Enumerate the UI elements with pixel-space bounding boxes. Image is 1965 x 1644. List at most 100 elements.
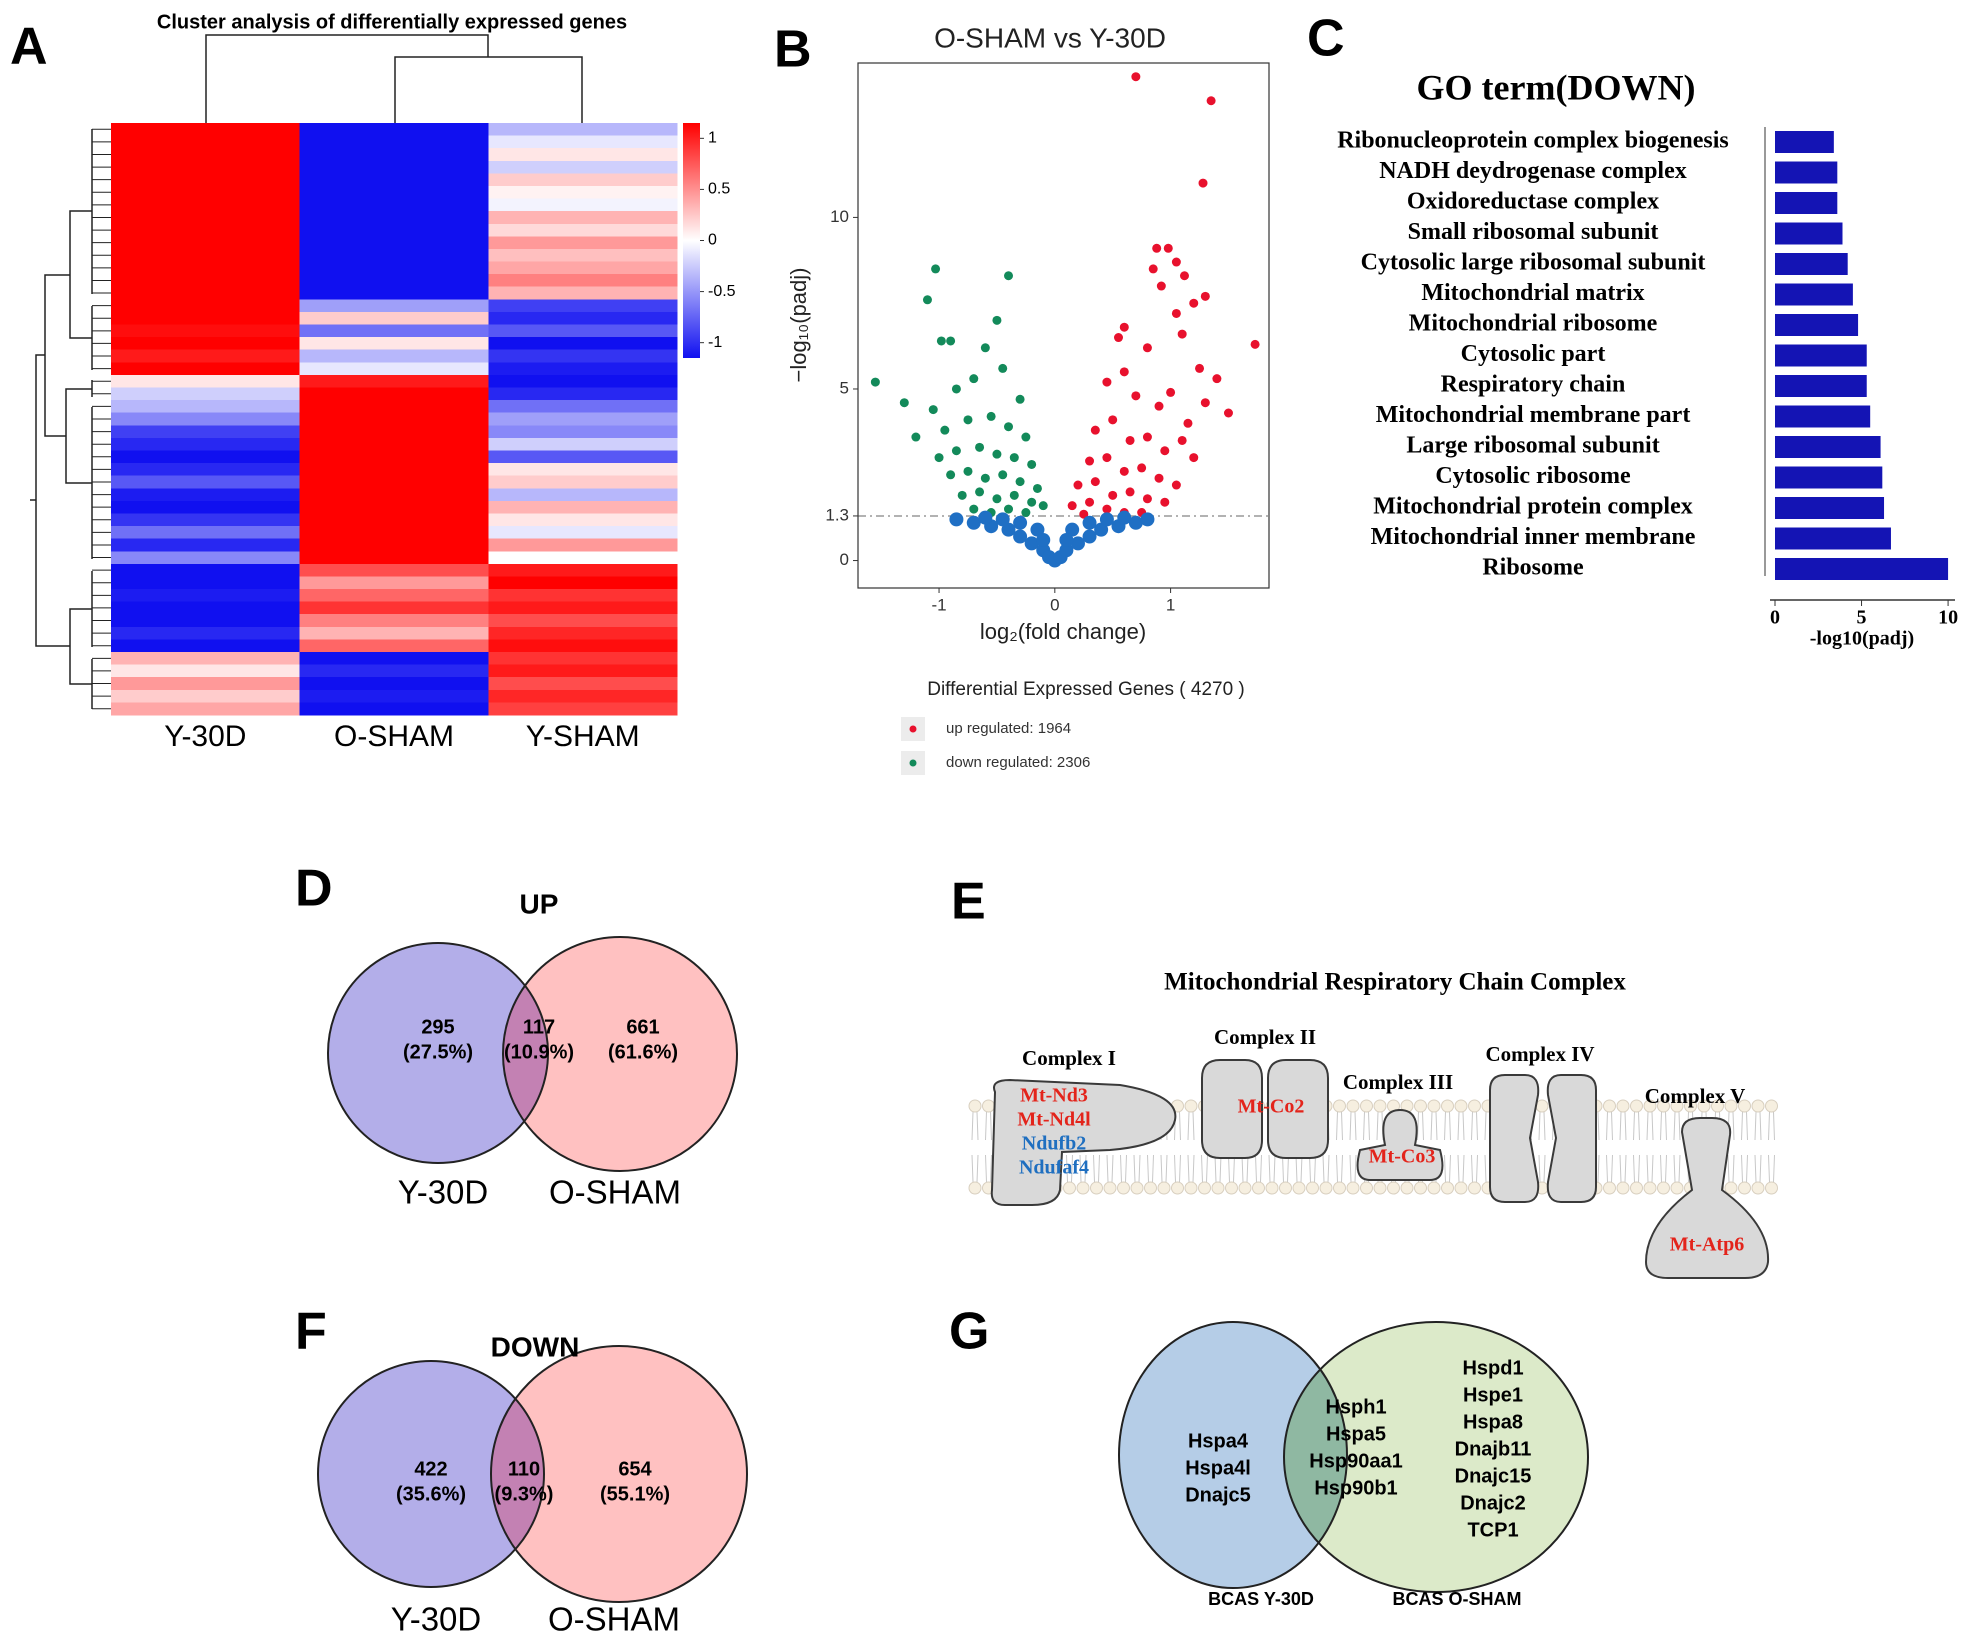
heatmap-cell xyxy=(111,349,301,363)
x-tick-label: 1 xyxy=(1166,595,1175,614)
scatter-point xyxy=(1102,377,1112,387)
lipid-head xyxy=(1292,1181,1306,1195)
scatter-point xyxy=(957,490,967,500)
heatmap-cell xyxy=(111,211,301,225)
heatmap-cell xyxy=(299,576,489,590)
scatter-point xyxy=(1137,463,1147,473)
scatter-point xyxy=(1154,401,1164,411)
gene-label: Mt-Co3 xyxy=(1369,1146,1436,1168)
heatmap-cell xyxy=(488,123,678,137)
scatter-point xyxy=(1021,508,1031,518)
heatmap-cell xyxy=(488,362,678,376)
scatter-point xyxy=(899,398,909,408)
bar xyxy=(1775,497,1885,519)
scatter-point xyxy=(1128,515,1143,530)
lipid-head xyxy=(1616,1099,1630,1113)
heatmap-cell xyxy=(111,198,301,212)
scatter-point xyxy=(1009,490,1019,500)
heatmap-cell xyxy=(488,563,678,577)
complex-label: Complex IV xyxy=(1485,1042,1594,1066)
lipid-head xyxy=(1184,1181,1198,1195)
lipid-head xyxy=(1144,1181,1157,1195)
heatmap-cell xyxy=(111,475,301,489)
heatmap-cell xyxy=(111,135,301,149)
lipid-head xyxy=(1643,1181,1657,1195)
heatmap-cell xyxy=(111,589,301,603)
lipid-head xyxy=(1333,1099,1346,1113)
lipid-head xyxy=(1454,1099,1468,1113)
scatter-point xyxy=(949,512,964,527)
lipid-head xyxy=(1468,1099,1481,1113)
scatter-point xyxy=(998,363,1008,373)
scatter-point xyxy=(1119,466,1129,476)
heatmap-cell xyxy=(111,576,301,590)
gene-label: TCP1 xyxy=(1467,1519,1518,1541)
scatter-point xyxy=(1070,536,1085,551)
lipid-head xyxy=(1414,1099,1427,1113)
gene-label: Hsph1 xyxy=(1325,1396,1386,1418)
heatmap-cell xyxy=(111,123,301,137)
heatmap-cell xyxy=(299,311,489,326)
heatmap-cell xyxy=(111,362,301,376)
venn-outline xyxy=(502,936,738,1172)
scatter-point xyxy=(1250,339,1260,349)
heatmap-cell xyxy=(299,160,489,174)
complex-shape xyxy=(1201,1059,1263,1159)
scatter-point xyxy=(1142,494,1152,504)
scatter-point xyxy=(1189,453,1199,463)
scatter-point xyxy=(940,425,950,435)
heatmap-cell xyxy=(111,412,301,426)
heatmap-cell xyxy=(299,148,489,162)
scatter-point xyxy=(1171,480,1181,490)
heatmap-cell xyxy=(299,563,489,577)
venn-left xyxy=(318,1361,544,1587)
scatter-point xyxy=(1223,408,1233,418)
scatter-point xyxy=(1179,271,1189,281)
heatmap-cell xyxy=(299,513,489,527)
heatmap-cell xyxy=(488,664,678,678)
category-label: Ribonucleoprotein complex biogenesis xyxy=(1337,128,1729,154)
scatter-point xyxy=(1195,363,1205,373)
heatmap-cell xyxy=(488,412,678,426)
lipid-tail xyxy=(1471,1111,1478,1183)
heatmap-cell xyxy=(299,526,489,540)
scatter-point xyxy=(1108,415,1118,425)
venn-left xyxy=(328,943,548,1163)
scatter-point xyxy=(1090,477,1100,487)
heatmap-cell xyxy=(488,475,678,489)
set-label: Y-30D xyxy=(391,1601,482,1638)
lipid-head xyxy=(1684,1099,1697,1113)
lipid-head xyxy=(1468,1181,1481,1195)
scatter-point xyxy=(1171,257,1181,267)
venn-count: 110 xyxy=(508,1458,540,1480)
lipid-head xyxy=(1265,1181,1279,1195)
heatmap-cell xyxy=(111,652,301,666)
lipid-tail xyxy=(1430,1111,1438,1183)
scatter-point xyxy=(980,343,990,353)
lipid-head xyxy=(1711,1099,1724,1113)
lipid-head xyxy=(1670,1181,1684,1195)
lipid-tail xyxy=(1741,1111,1748,1183)
heatmap-cell xyxy=(111,702,301,716)
heatmap-cell xyxy=(488,463,678,477)
complex-shape xyxy=(1489,1074,1540,1203)
scatter-point xyxy=(975,487,985,497)
scatter-point xyxy=(951,384,961,394)
heatmap-cell xyxy=(111,664,301,678)
heatmap-cell xyxy=(488,349,678,363)
heatmap-cell xyxy=(488,589,678,603)
lipid-head xyxy=(1414,1181,1427,1195)
heatmap-cell xyxy=(111,223,301,237)
bar xyxy=(1775,375,1867,397)
complex-label: Complex V xyxy=(1645,1084,1746,1108)
lipid-head xyxy=(1387,1181,1400,1195)
heatmap-cell xyxy=(299,450,489,464)
heatmap-cell xyxy=(111,299,301,313)
heatmap-cell xyxy=(299,387,489,401)
lipid-head xyxy=(982,1099,995,1113)
scatter-point xyxy=(1059,532,1074,547)
heatmap-cell xyxy=(488,576,678,590)
chart-title: GO term(DOWN) xyxy=(1417,67,1696,107)
venn-title: UP xyxy=(520,888,559,919)
